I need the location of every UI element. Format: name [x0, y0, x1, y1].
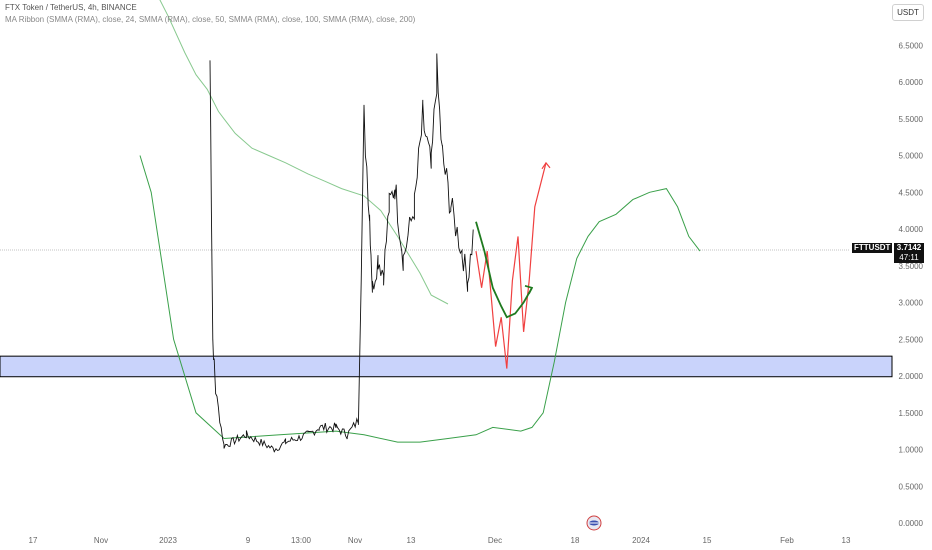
y-tick-label: 4.5000	[899, 188, 924, 197]
y-tick-label: 0.0000	[899, 519, 924, 528]
y-tick-label: 0.5000	[899, 482, 924, 491]
price-tag-value: 3.7142	[894, 243, 924, 253]
price-line	[209, 53, 474, 453]
green-arrowhead-icon	[524, 285, 534, 295]
x-tick-label: 9	[246, 536, 251, 545]
ma-ribbon-legend: MA Ribbon (SMMA (RMA), close, 24, SMMA (…	[5, 15, 416, 24]
currency-button[interactable]: USDT	[892, 4, 924, 21]
current-price-tag: FTTUSDT 3.7142 47:11	[852, 243, 924, 264]
x-tick-label: 13:00	[291, 536, 312, 545]
y-tick-label: 3.0000	[899, 299, 924, 308]
x-tick-label: 13	[842, 536, 851, 545]
ma-slow-line	[159, 0, 449, 305]
support-zone	[0, 355, 893, 378]
exchange-logo-icon	[586, 515, 602, 531]
chart-title: FTX Token / TetherUS, 4h, BINANCE	[5, 3, 137, 12]
y-tick-label: 6.5000	[899, 41, 924, 50]
x-tick-label: 18	[571, 536, 580, 545]
x-tick-label: Nov	[94, 536, 108, 545]
y-tick-label: 1.5000	[899, 409, 924, 418]
red-projection-line	[475, 162, 547, 369]
y-tick-label: 3.5000	[899, 262, 924, 271]
y-tick-label: 5.5000	[899, 115, 924, 124]
projection-arrows	[475, 161, 551, 369]
red-arrowhead-icon	[541, 161, 551, 170]
x-tick-label: 13	[407, 536, 416, 545]
y-tick-label: 5.0000	[899, 152, 924, 161]
x-axis: 17 Nov 2023 9 13:00 Nov 13 Dec 18 2024 15 Feb 13	[29, 536, 851, 545]
green-projection-line	[475, 221, 533, 319]
x-tick-label: 2023	[159, 536, 177, 545]
y-tick-label: 6.0000	[899, 78, 924, 87]
x-tick-label: Feb	[780, 536, 794, 545]
y-tick-label: 2.5000	[899, 335, 924, 344]
price-series	[209, 53, 474, 453]
ma-fast-line	[139, 155, 701, 443]
x-tick-label: Nov	[348, 536, 362, 545]
price-tag-countdown: 47:11	[894, 253, 924, 263]
y-tick-label: 1.0000	[899, 446, 924, 455]
x-tick-label: Dec	[488, 536, 502, 545]
x-tick-label: 17	[29, 536, 38, 545]
y-tick-label: 2.0000	[899, 372, 924, 381]
y-axis: 0.0000 0.5000 1.0000 1.5000 2.0000 2.5000 3.00…	[899, 41, 924, 528]
x-tick-label: 15	[703, 536, 712, 545]
moving-averages	[139, 0, 701, 443]
y-tick-label: 4.0000	[899, 225, 924, 234]
x-tick-label: 2024	[632, 536, 650, 545]
price-tag-symbol: FTTUSDT	[852, 243, 893, 253]
